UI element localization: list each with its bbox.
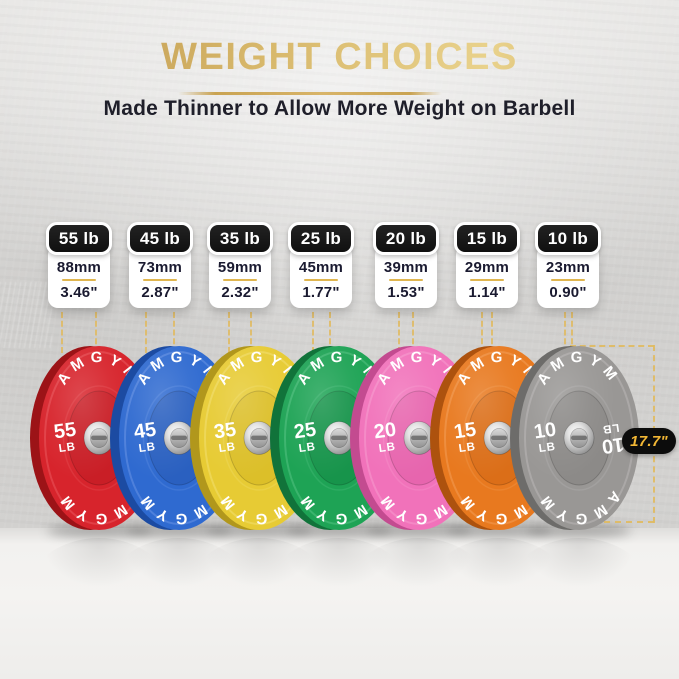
diameter-guide-top xyxy=(570,345,654,347)
plate-shadow xyxy=(367,524,471,538)
diameter-label-text: 17.7" xyxy=(630,432,668,450)
card-body: 88mm 3.46" xyxy=(48,245,110,308)
card-weight-label: 35 lb xyxy=(219,228,261,248)
plate-reflection xyxy=(24,538,174,658)
card-weight-header: 45 lb xyxy=(127,222,193,255)
card-weight-label: 20 lb xyxy=(385,228,427,248)
thickness-mm: 39mm xyxy=(383,259,429,276)
thickness-inches: 3.46" xyxy=(60,284,98,301)
floor xyxy=(0,528,679,679)
thickness-guide-lines xyxy=(311,312,331,353)
card-weight-header: 20 lb xyxy=(373,222,439,255)
card-weight-label: 45 lb xyxy=(139,228,181,248)
card-weight-label: 25 lb xyxy=(300,228,342,248)
thickness-mm: 59mm xyxy=(217,259,263,276)
card-weight-header: 15 lb xyxy=(454,222,520,255)
spec-card-15lb: 15 lb 29mm 1.14" xyxy=(454,222,520,308)
thickness-inches: 2.87" xyxy=(141,284,179,301)
plate-reflection xyxy=(184,538,334,658)
plate-sheen xyxy=(519,346,639,530)
card-body: 39mm 1.53" xyxy=(375,245,437,308)
page-title: WEIGHT CHOICES xyxy=(0,36,679,79)
wall-scratch-texture xyxy=(0,282,52,348)
thickness-inches: 1.53" xyxy=(387,284,425,301)
card-weight-label: 55 lb xyxy=(58,228,100,248)
gold-divider xyxy=(143,279,177,281)
card-weight-label: 15 lb xyxy=(466,228,508,248)
spec-card-35lb: 35 lb 59mm 2.32" xyxy=(207,222,273,308)
plate-reflection xyxy=(104,538,254,658)
card-body: 23mm 0.90" xyxy=(537,245,599,308)
thickness-mm: 45mm xyxy=(298,259,344,276)
plate-shadow xyxy=(527,524,631,538)
card-weight-header: 55 lb xyxy=(46,222,112,255)
spec-card-20lb: 20 lb 39mm 1.53" xyxy=(373,222,439,308)
card-body: 45mm 1.77" xyxy=(290,245,352,308)
thickness-guide-lines xyxy=(481,312,493,353)
spec-card-10lb: 10 lb 23mm 0.90" xyxy=(535,222,601,308)
card-weight-header: 35 lb xyxy=(207,222,273,255)
diameter-label: 17.7" xyxy=(622,428,676,454)
gold-divider xyxy=(62,279,96,281)
gold-divider xyxy=(389,279,423,281)
card-weight-label: 10 lb xyxy=(547,228,589,248)
thickness-mm: 23mm xyxy=(545,259,591,276)
plate-reflection xyxy=(264,538,414,658)
page-subtitle: Made Thinner to Allow More Weight on Bar… xyxy=(103,97,576,120)
thickness-inches: 2.32" xyxy=(221,284,259,301)
thickness-guide-lines xyxy=(145,312,175,353)
thickness-guide-lines xyxy=(61,312,97,353)
plate-reflection xyxy=(504,538,654,658)
plate-shadow xyxy=(447,524,551,538)
plate-shadow xyxy=(207,524,311,538)
card-body: 73mm 2.87" xyxy=(129,245,191,308)
thickness-mm: 73mm xyxy=(137,259,183,276)
plate-shadow xyxy=(287,524,391,538)
thickness-inches: 1.14" xyxy=(468,284,506,301)
card-weight-header: 25 lb xyxy=(288,222,354,255)
spec-card-55lb: 55 lb 88mm 3.46" xyxy=(46,222,112,308)
card-body: 59mm 2.32" xyxy=(209,245,271,308)
title-underline xyxy=(178,92,442,95)
plate-reflection xyxy=(424,538,574,658)
plate-shadow xyxy=(127,524,231,538)
thickness-mm: 88mm xyxy=(56,259,102,276)
thickness-inches: 0.90" xyxy=(549,284,587,301)
spec-card-25lb: 25 lb 45mm 1.77" xyxy=(288,222,354,308)
gold-divider xyxy=(304,279,338,281)
gold-divider xyxy=(470,279,504,281)
gold-divider xyxy=(223,279,257,281)
diameter-guide-bottom xyxy=(604,521,654,523)
thickness-guide-lines xyxy=(398,312,414,353)
plate-reflection xyxy=(344,538,494,658)
thickness-mm: 29mm xyxy=(464,259,510,276)
card-body: 29mm 1.14" xyxy=(456,245,518,308)
thickness-inches: 1.77" xyxy=(302,284,340,301)
gold-divider xyxy=(551,279,585,281)
plate-shadow xyxy=(47,524,151,538)
card-weight-header: 10 lb xyxy=(535,222,601,255)
thickness-guide-lines xyxy=(563,312,573,353)
thickness-guide-lines xyxy=(228,312,252,353)
spec-card-45lb: 45 lb 73mm 2.87" xyxy=(127,222,193,308)
